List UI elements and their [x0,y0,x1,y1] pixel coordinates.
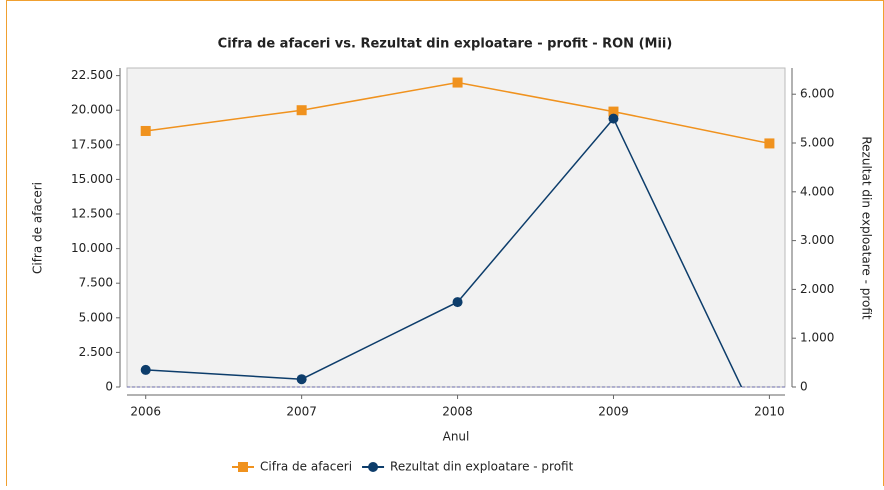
y-tick-label: 0 [105,380,113,394]
legend-marker [368,462,379,472]
marker [608,113,619,124]
x-tick-label: 2009 [598,405,629,419]
x-tick-label: 2007 [286,405,317,419]
y2-tick-label: 3.000 [800,233,834,247]
marker [140,364,151,375]
y-tick-label: 20.000 [71,103,113,117]
y-tick-label: 17.500 [71,137,113,151]
y2-axis-label: Rezultat din exploatare - profit [860,136,874,320]
y-tick-label: 15.000 [71,172,113,186]
marker [608,106,619,117]
legend-label: Cifra de afaceri [260,460,352,474]
marker [764,138,775,149]
y2-tick-label: 5.000 [800,136,834,150]
plot-series [140,77,775,387]
y-tick-label: 7.500 [79,276,113,290]
x-tick-label: 2010 [754,405,785,419]
y2-tick-label: 6.000 [800,87,834,101]
marker [452,297,463,308]
marker [140,125,151,136]
legend-marker [238,462,248,472]
y-tick-label: 2.500 [79,345,113,359]
y-tick-label: 22.500 [71,68,113,82]
marker [296,105,307,116]
marker [452,77,463,88]
legend-label: Rezultat din exploatare - profit [390,460,574,474]
y2-tick-label: 1.000 [800,331,834,345]
y2-tick-label: 2.000 [800,282,834,296]
chart-title: Cifra de afaceri vs. Rezultat din exploa… [218,37,673,52]
x-tick-label: 2008 [442,405,473,419]
x-tick-label: 2006 [130,405,161,419]
y2-tick-label: 0 [800,380,808,394]
y-tick-label: 10.000 [71,241,113,255]
y2-tick-label: 4.000 [800,184,834,198]
y-axis-label: Cifra de afaceri [31,182,45,274]
plot-area [126,67,786,388]
y-tick-label: 12.500 [71,207,113,221]
marker [296,374,307,385]
y-tick-label: 5.000 [79,310,113,324]
x-axis-label: Anul [443,430,470,444]
